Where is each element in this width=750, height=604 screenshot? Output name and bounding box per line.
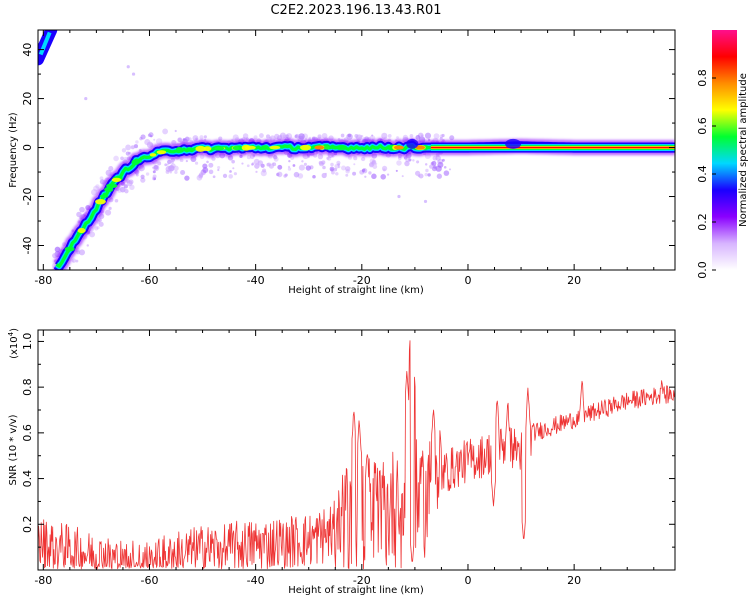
colorbar-label: Normalized spectral amplitude xyxy=(738,73,749,227)
snr-frame xyxy=(37,329,676,571)
x-tick-label: -60 xyxy=(140,274,158,287)
snr-y-axis-label: SNR (10 * v/v) xyxy=(8,414,19,485)
y-tick-label: 20 xyxy=(21,92,34,106)
x-tick-label: -40 xyxy=(247,274,265,287)
x-tick-label: -20 xyxy=(353,274,371,287)
snr-plot-area xyxy=(38,330,675,570)
colorbar-tick-label: 0.8 xyxy=(696,69,709,87)
chart-title: C2E2.2023.196.13.43.R01 xyxy=(270,3,441,18)
colorbar-tick-label: 0.6 xyxy=(696,117,709,135)
snr-y-ticks: 0.2 0.4 0.6 0.8 1.0 xyxy=(21,333,675,548)
x-tick-label: -80 xyxy=(34,574,52,587)
x-tick-label: -80 xyxy=(34,274,52,287)
y-tick-label: 0.6 xyxy=(21,424,34,442)
spectrogram-x-ticks: -80 -60 -40 -20 0 20 xyxy=(34,30,655,287)
snr-x-axis-label: Height of straight line (km) xyxy=(288,585,424,596)
x-tick-label: -60 xyxy=(140,574,158,587)
y-tick-label: 0.2 xyxy=(21,516,34,534)
colorbar: 0.0 0.2 0.4 0.6 0.8 Normalized spectral ampl… xyxy=(696,30,749,279)
spectrogram-panel: -80 -60 -40 -20 0 20 -40 -20 0 20 40 Height of st… xyxy=(8,29,676,296)
colorbar-gradient xyxy=(712,30,737,270)
x-tick-label: 0 xyxy=(464,574,471,587)
y-tick-label: -20 xyxy=(21,188,34,206)
x-tick-label: 20 xyxy=(567,574,581,587)
x-tick-label: 20 xyxy=(567,274,581,287)
y-tick-label: 0 xyxy=(21,144,34,151)
snr-x-ticks: -80 -60 -40 -20 0 20 xyxy=(34,330,655,587)
spectrogram-y-ticks: -40 -20 0 20 40 xyxy=(21,43,675,271)
spectrogram-y-axis-label: Frequency (Hz) xyxy=(8,112,19,188)
y-tick-label: -40 xyxy=(21,237,34,255)
y-tick-label: 0.4 xyxy=(21,470,34,488)
x-tick-label: -40 xyxy=(247,574,265,587)
snr-panel: -80 -60 -40 -20 0 20 0.2 0.4 0.6 0.8 1.0 Height o… xyxy=(7,328,676,596)
spectrogram-ridge xyxy=(38,30,675,270)
colorbar-tick-label: 0.4 xyxy=(696,165,709,183)
x-tick-label: -20 xyxy=(353,574,371,587)
x-tick-label: 0 xyxy=(464,274,471,287)
snr-series-line xyxy=(38,340,675,570)
colorbar-ticks: 0.0 0.2 0.4 0.6 0.8 xyxy=(696,69,716,279)
y-tick-label: 40 xyxy=(21,43,34,57)
colorbar-tick-label: 0.2 xyxy=(696,213,709,231)
y-tick-label: 0.8 xyxy=(21,378,34,396)
colorbar-tick-label: 0.0 xyxy=(696,261,709,279)
snr-scale-label: (x104) xyxy=(7,328,20,359)
spectrogram-x-axis-label: Height of straight line (km) xyxy=(288,285,424,296)
spectrogram-frame xyxy=(37,29,676,271)
y-tick-label: 1.0 xyxy=(21,333,34,351)
